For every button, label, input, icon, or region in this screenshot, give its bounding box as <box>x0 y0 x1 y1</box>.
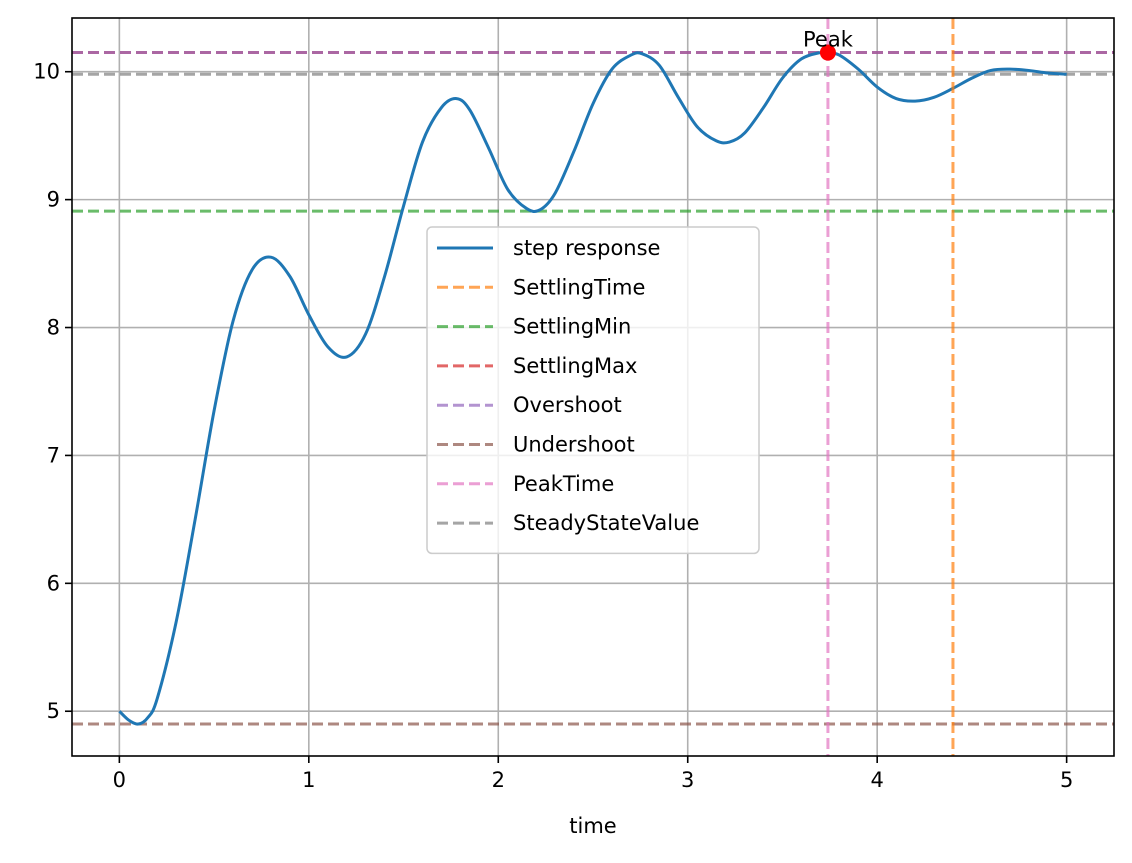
legend-label-settlingmin: SettlingMin <box>513 315 631 339</box>
legend-label-step response: step response <box>513 236 660 260</box>
x-tick-label: 1 <box>302 768 315 792</box>
legend: step response SettlingTime SettlingMin Sett… <box>426 226 760 555</box>
x-tick-label: 2 <box>492 768 505 792</box>
x-tick-label: 4 <box>870 768 883 792</box>
y-tick-label: 7 <box>47 443 60 467</box>
legend-label-settlingmax: SettlingMax <box>513 354 637 378</box>
y-tick-label: 5 <box>47 699 60 723</box>
legend-label-overshoot: Overshoot <box>513 393 622 417</box>
peak-annotation: Peak <box>803 28 854 52</box>
legend-label-peaktime: PeakTime <box>513 472 614 496</box>
x-tick-label: 0 <box>113 768 126 792</box>
legend-label-steadystatevalue: SteadyStateValue <box>513 511 699 535</box>
x-axis-label: time <box>569 814 616 838</box>
y-tick-label: 9 <box>47 188 60 212</box>
step-response-line <box>118 50 1067 726</box>
peak-marker <box>819 44 836 61</box>
legend-box <box>426 226 760 555</box>
legend-label-undershoot: Undershoot <box>513 433 635 457</box>
y-tick-label: 10 <box>33 60 60 84</box>
x-tick-label: 3 <box>681 768 694 792</box>
y-tick-label: 6 <box>47 571 60 595</box>
plot-frame <box>71 17 1115 757</box>
y-tick-label: 8 <box>47 316 60 340</box>
legend-label-settlingtime: SettlingTime <box>513 275 645 299</box>
x-tick-label: 5 <box>1060 768 1073 792</box>
